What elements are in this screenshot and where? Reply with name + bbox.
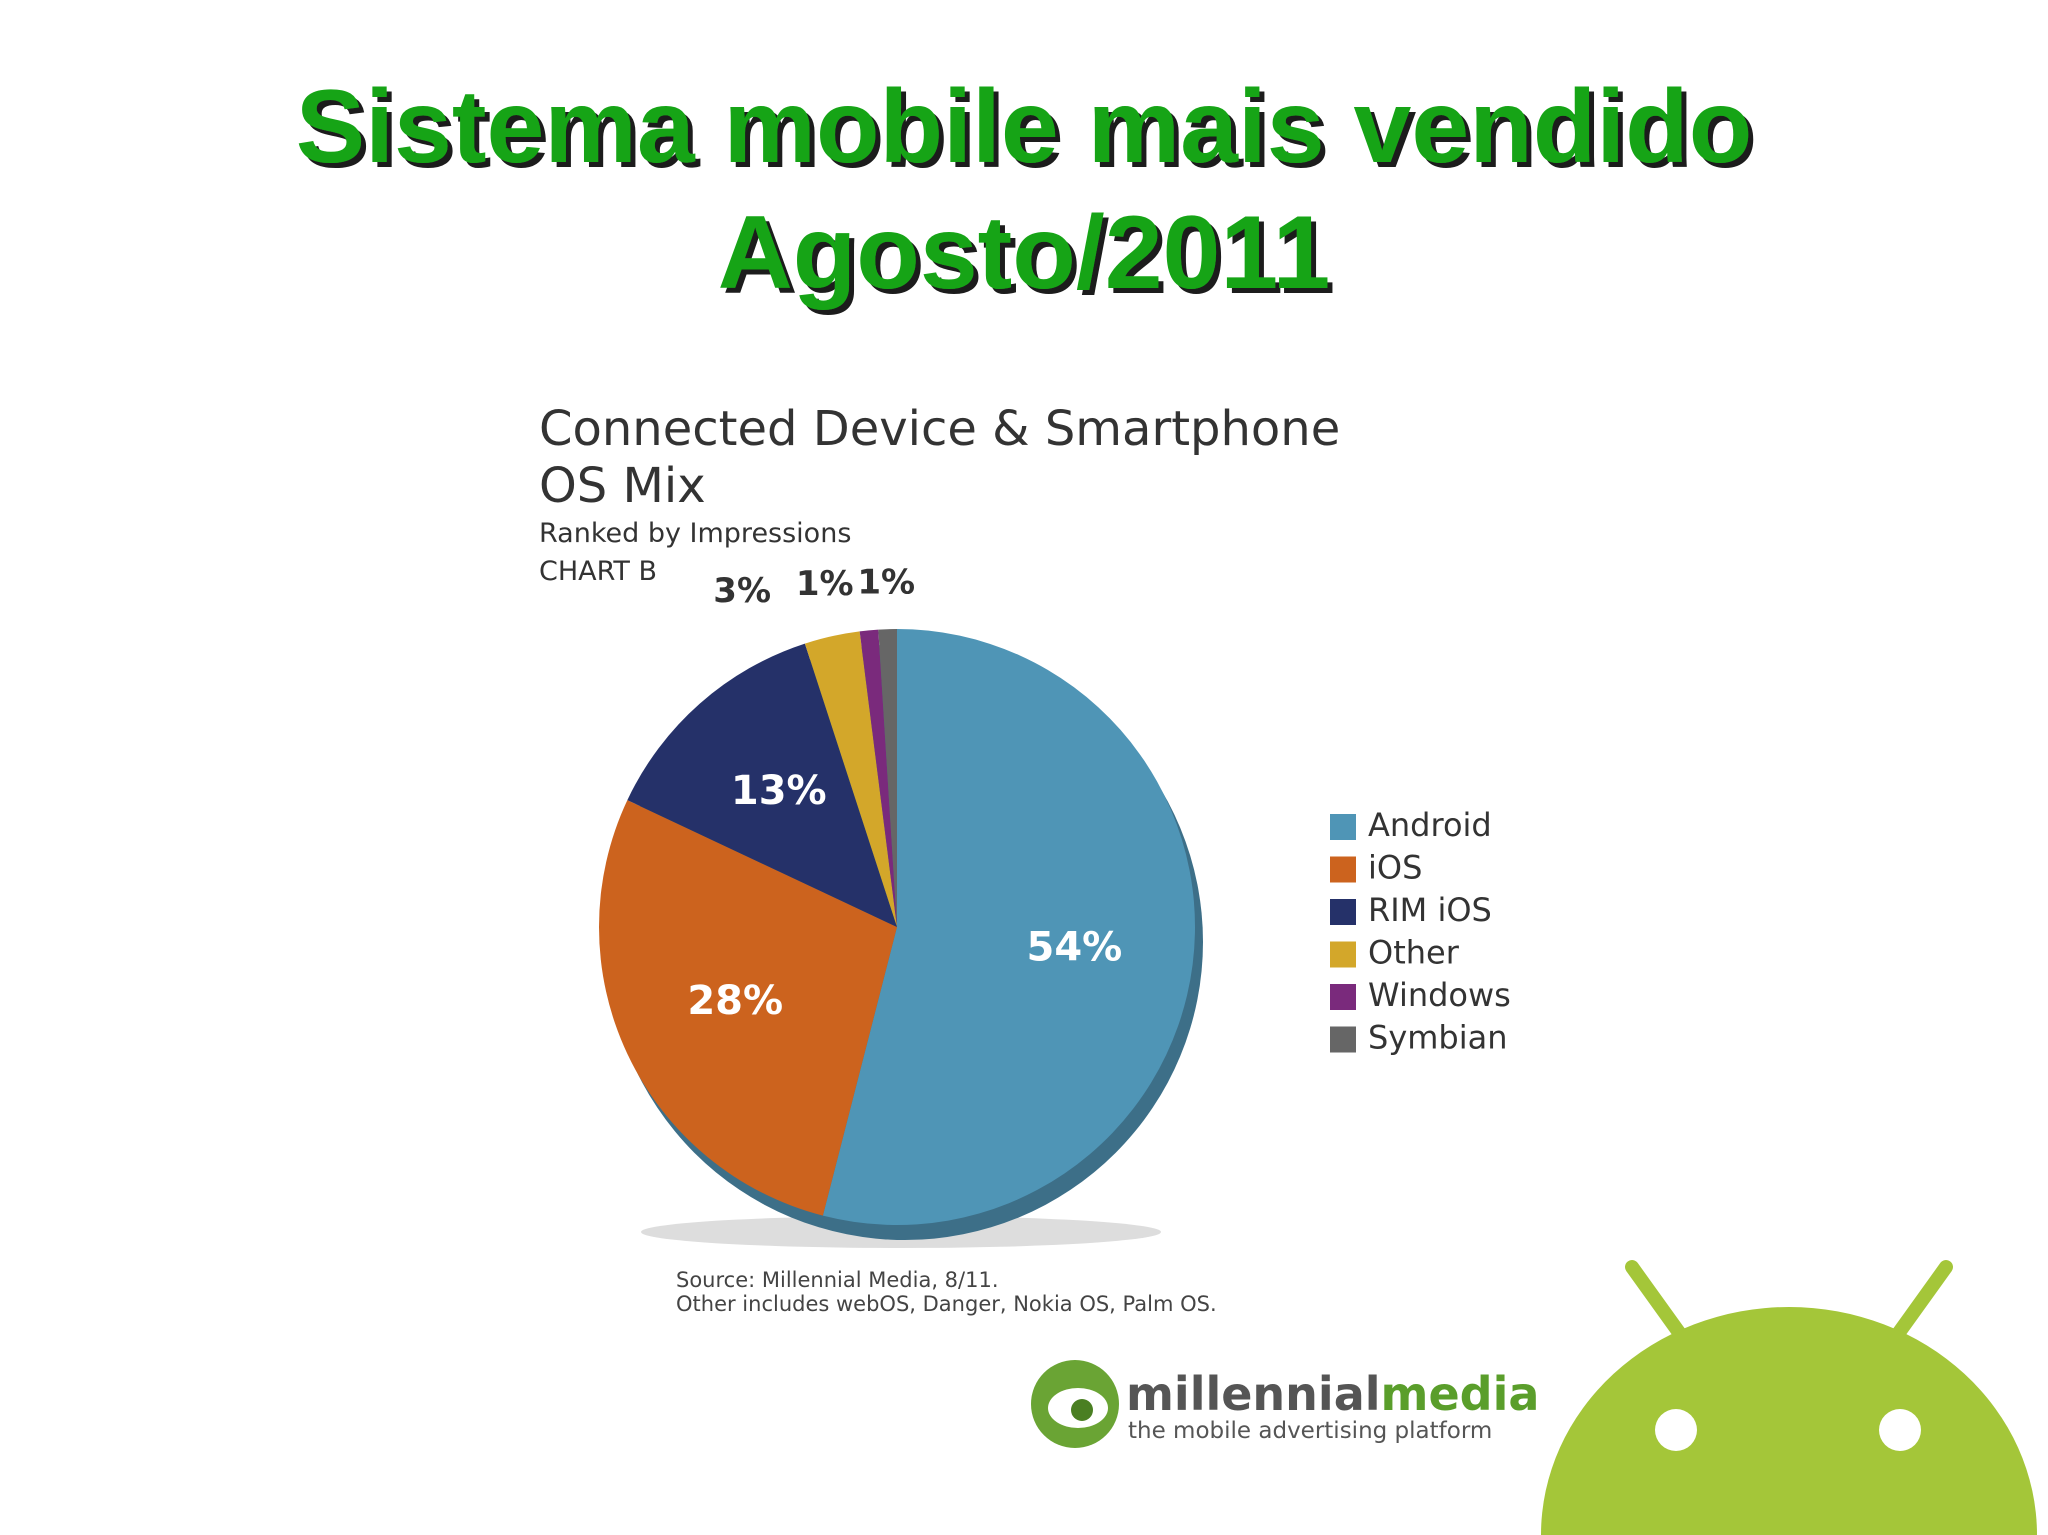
logo-name-1: millennial xyxy=(1126,1367,1381,1421)
chart-label: CHART B xyxy=(539,556,657,587)
android-robot xyxy=(1541,1260,2037,1535)
value-label: 1% xyxy=(796,564,854,604)
pie-slice xyxy=(859,629,897,927)
value-label: 3% xyxy=(713,571,771,611)
value-label: 28% xyxy=(687,978,783,1024)
legend-label: Windows xyxy=(1368,976,1511,1014)
logo-tagline: the mobile advertising platform xyxy=(1128,1418,1492,1444)
slide-title: Agosto/2011 xyxy=(718,195,1331,311)
logo-name: millennialmedia xyxy=(1126,1367,1539,1421)
value-label: 1% xyxy=(857,563,915,603)
chart-subtitle: Ranked by Impressions xyxy=(539,518,851,549)
legend-swatch xyxy=(1330,856,1356,883)
legend-label: RIM iOS xyxy=(1368,891,1492,929)
logo: millennialmedia the mobile advertising p… xyxy=(1031,1360,1539,1448)
legend-label: iOS xyxy=(1368,849,1422,887)
pie-slice xyxy=(822,629,1195,1225)
logo-name-2: media xyxy=(1381,1367,1540,1421)
logo-pupil xyxy=(1071,1399,1093,1421)
pie-slice xyxy=(598,800,897,1216)
legend-label: Android xyxy=(1368,806,1492,844)
chart-header: Connected Device & Smartphone OS Mix Ran… xyxy=(539,401,1340,587)
value-label: 54% xyxy=(1027,924,1123,970)
pie-slice xyxy=(627,643,897,927)
pie: 54% 28% 13% 3% 1% 1% xyxy=(598,563,1195,1225)
other-note: Other includes webOS, Danger, Nokia OS, … xyxy=(676,1292,1217,1316)
legend: Android iOS RIM iOS Other Windows Symbian xyxy=(1330,806,1511,1057)
legend-label: Symbian xyxy=(1368,1019,1508,1057)
android-eye xyxy=(1879,1409,1921,1451)
legend-label: Other xyxy=(1368,934,1460,972)
chart-title: OS Mix xyxy=(539,458,706,514)
source-note: Source: Millennial Media, 8/11. xyxy=(676,1268,999,1292)
legend-swatch xyxy=(1330,899,1356,925)
pie-slice xyxy=(804,631,897,927)
value-label: 13% xyxy=(731,768,827,814)
legend-swatch xyxy=(1330,1026,1356,1053)
legend-swatch xyxy=(1330,814,1356,840)
slide-title: Sistema mobile mais vendido xyxy=(296,69,1752,185)
notes: Source: Millennial Media, 8/11. Other in… xyxy=(676,1268,1217,1316)
chart-title: Connected Device & Smartphone xyxy=(539,401,1340,457)
android-eye xyxy=(1655,1409,1697,1451)
android-head xyxy=(1541,1307,2037,1535)
pie-slice xyxy=(878,629,897,927)
legend-swatch xyxy=(1330,984,1356,1010)
legend-swatch xyxy=(1330,941,1356,968)
